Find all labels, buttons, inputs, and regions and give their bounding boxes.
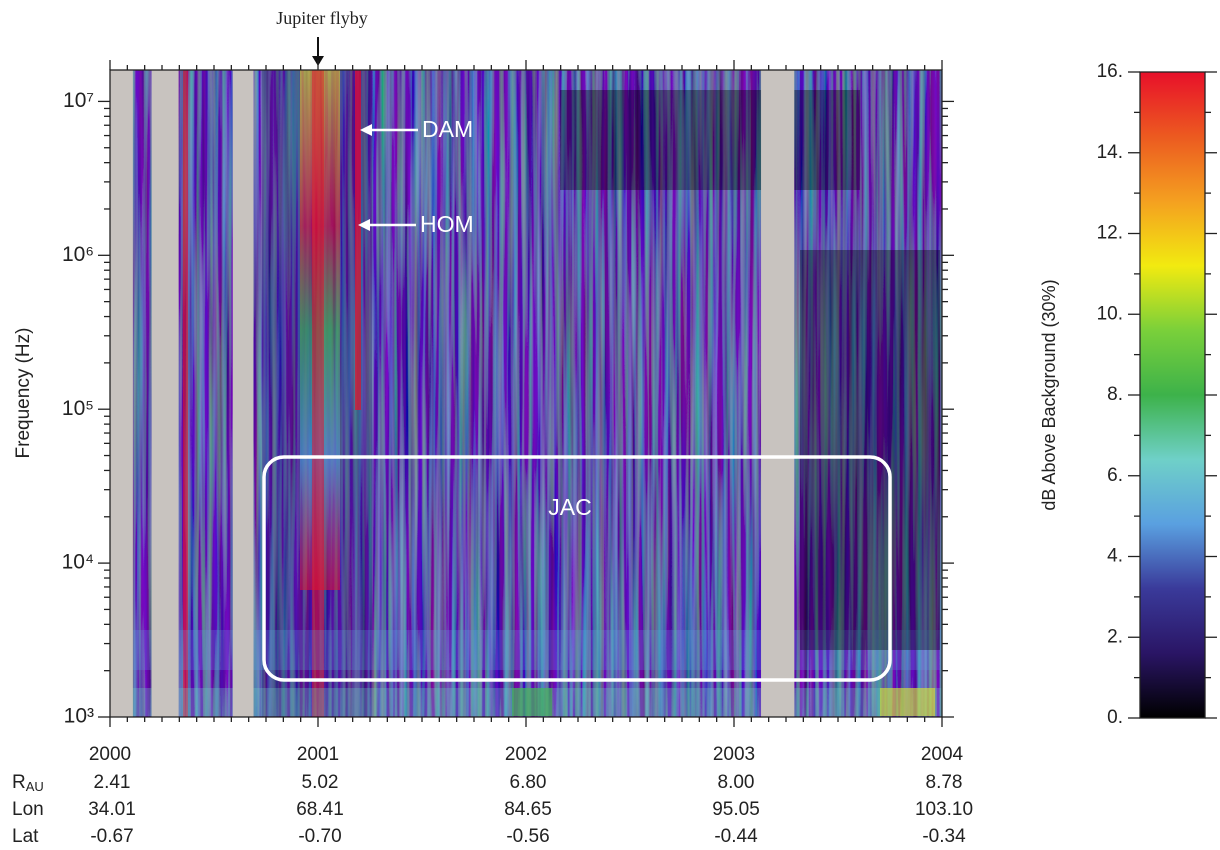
ephemeris-value: 34.01 — [88, 799, 136, 820]
x-tick-label: 2004 — [921, 744, 964, 765]
ephemeris-row-name: Lon — [12, 799, 44, 820]
x-tick-label: 2001 — [297, 744, 339, 765]
ephemeris-value: 68.41 — [296, 799, 344, 820]
data-gap — [232, 70, 254, 717]
y-tick-label: 10⁵ — [62, 397, 94, 420]
ephemeris-value: -0.44 — [714, 826, 758, 847]
dam-arrowhead — [360, 124, 372, 136]
ephemeris-value: 5.02 — [302, 772, 339, 793]
colorbar-tick-label: 4. — [1107, 546, 1123, 567]
ephemeris-row-label: Lon — [12, 799, 44, 820]
ephemeris-value: 95.05 — [712, 799, 760, 820]
jac-box — [262, 455, 892, 682]
y-tick-label: 10⁴ — [62, 551, 94, 574]
ephemeris-value: -0.56 — [506, 826, 549, 847]
ephemeris-row-sub: AU — [26, 779, 44, 794]
colorbar-label: dB Above Background (30%) — [1039, 279, 1059, 510]
ephemeris-value: 84.65 — [504, 799, 552, 820]
ephemeris-value: 2.41 — [94, 772, 131, 793]
colorbar-tick-label: 0. — [1107, 707, 1123, 728]
y-tick-label: 10⁷ — [63, 89, 94, 112]
colorbar — [1139, 71, 1206, 719]
dam-label: DAM — [422, 116, 473, 142]
flyby-label: Jupiter flyby — [276, 8, 368, 28]
y-tick-label: 10³ — [64, 705, 94, 728]
ephemeris-row-label: RAU — [12, 772, 44, 794]
y-axis-label: Frequency (Hz) — [13, 328, 34, 459]
ephemeris-value: 8.78 — [926, 772, 963, 793]
ephemeris-row-name: R — [12, 772, 26, 793]
data-gap — [110, 70, 133, 717]
ephemeris-row-name: Lat — [12, 826, 39, 847]
x-tick-label: 2002 — [505, 744, 547, 765]
ephemeris-value: 6.80 — [510, 772, 547, 793]
ephemeris-value: -0.34 — [922, 826, 966, 847]
colorbar-tick-label: 10. — [1097, 303, 1123, 324]
ephemeris-row-label: Lat — [12, 826, 39, 847]
data-gap — [151, 70, 179, 717]
colorbar-tick-label: 6. — [1107, 465, 1123, 486]
colorbar-tick-label: 16. — [1097, 61, 1123, 82]
colorbar-tick-label: 2. — [1107, 626, 1123, 647]
jac-label: JAC — [548, 494, 591, 520]
colorbar-tick-label: 8. — [1107, 384, 1123, 405]
ephemeris-value: -0.67 — [90, 826, 133, 847]
ephemeris-value: 8.00 — [718, 772, 755, 793]
hom-arrowhead — [358, 219, 370, 231]
data-gap — [761, 70, 795, 717]
y-tick-label: 10⁶ — [62, 243, 94, 266]
colorbar-tick-label: 14. — [1097, 142, 1123, 163]
ephemeris-value: -0.70 — [298, 826, 341, 847]
hom-label: HOM — [420, 211, 474, 237]
ephemeris-value: 103.10 — [915, 799, 973, 820]
colorbar-tick-label: 12. — [1097, 223, 1123, 244]
x-tick-label: 2003 — [713, 744, 755, 765]
x-tick-label: 2000 — [89, 744, 131, 765]
